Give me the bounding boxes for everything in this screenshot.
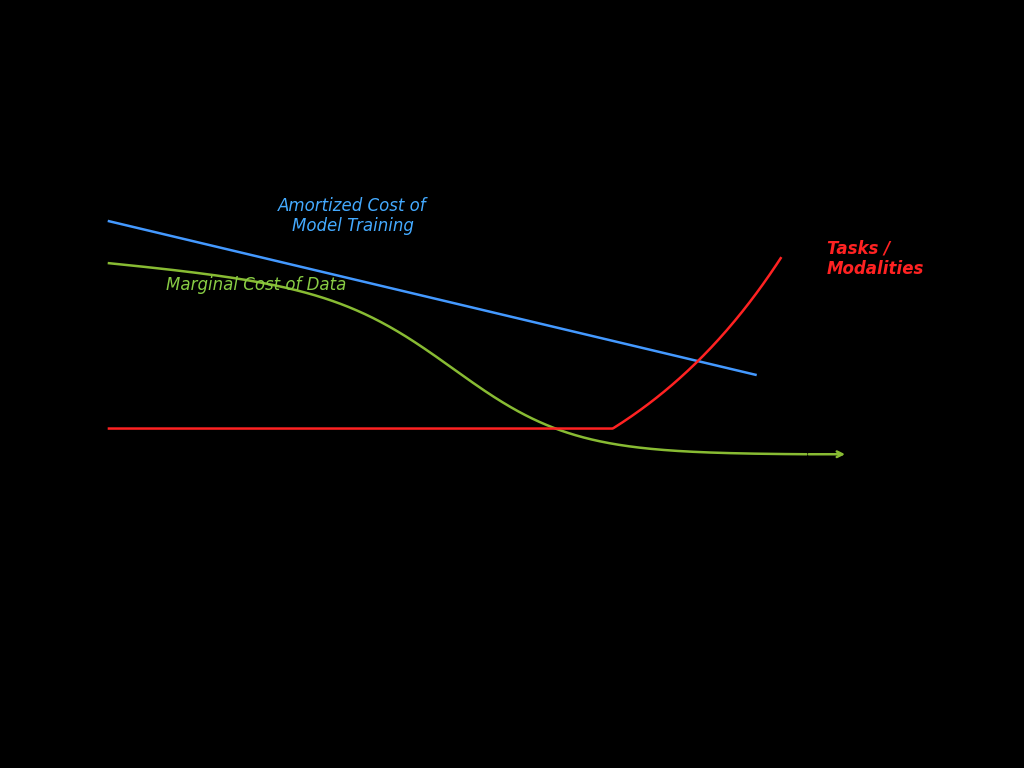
Text: Tasks /
Modalities: Tasks / Modalities [826, 240, 925, 279]
Text: Marginal Cost of Data: Marginal Cost of Data [166, 276, 346, 294]
Text: Amortized Cost of
Model Training: Amortized Cost of Model Training [279, 197, 427, 236]
